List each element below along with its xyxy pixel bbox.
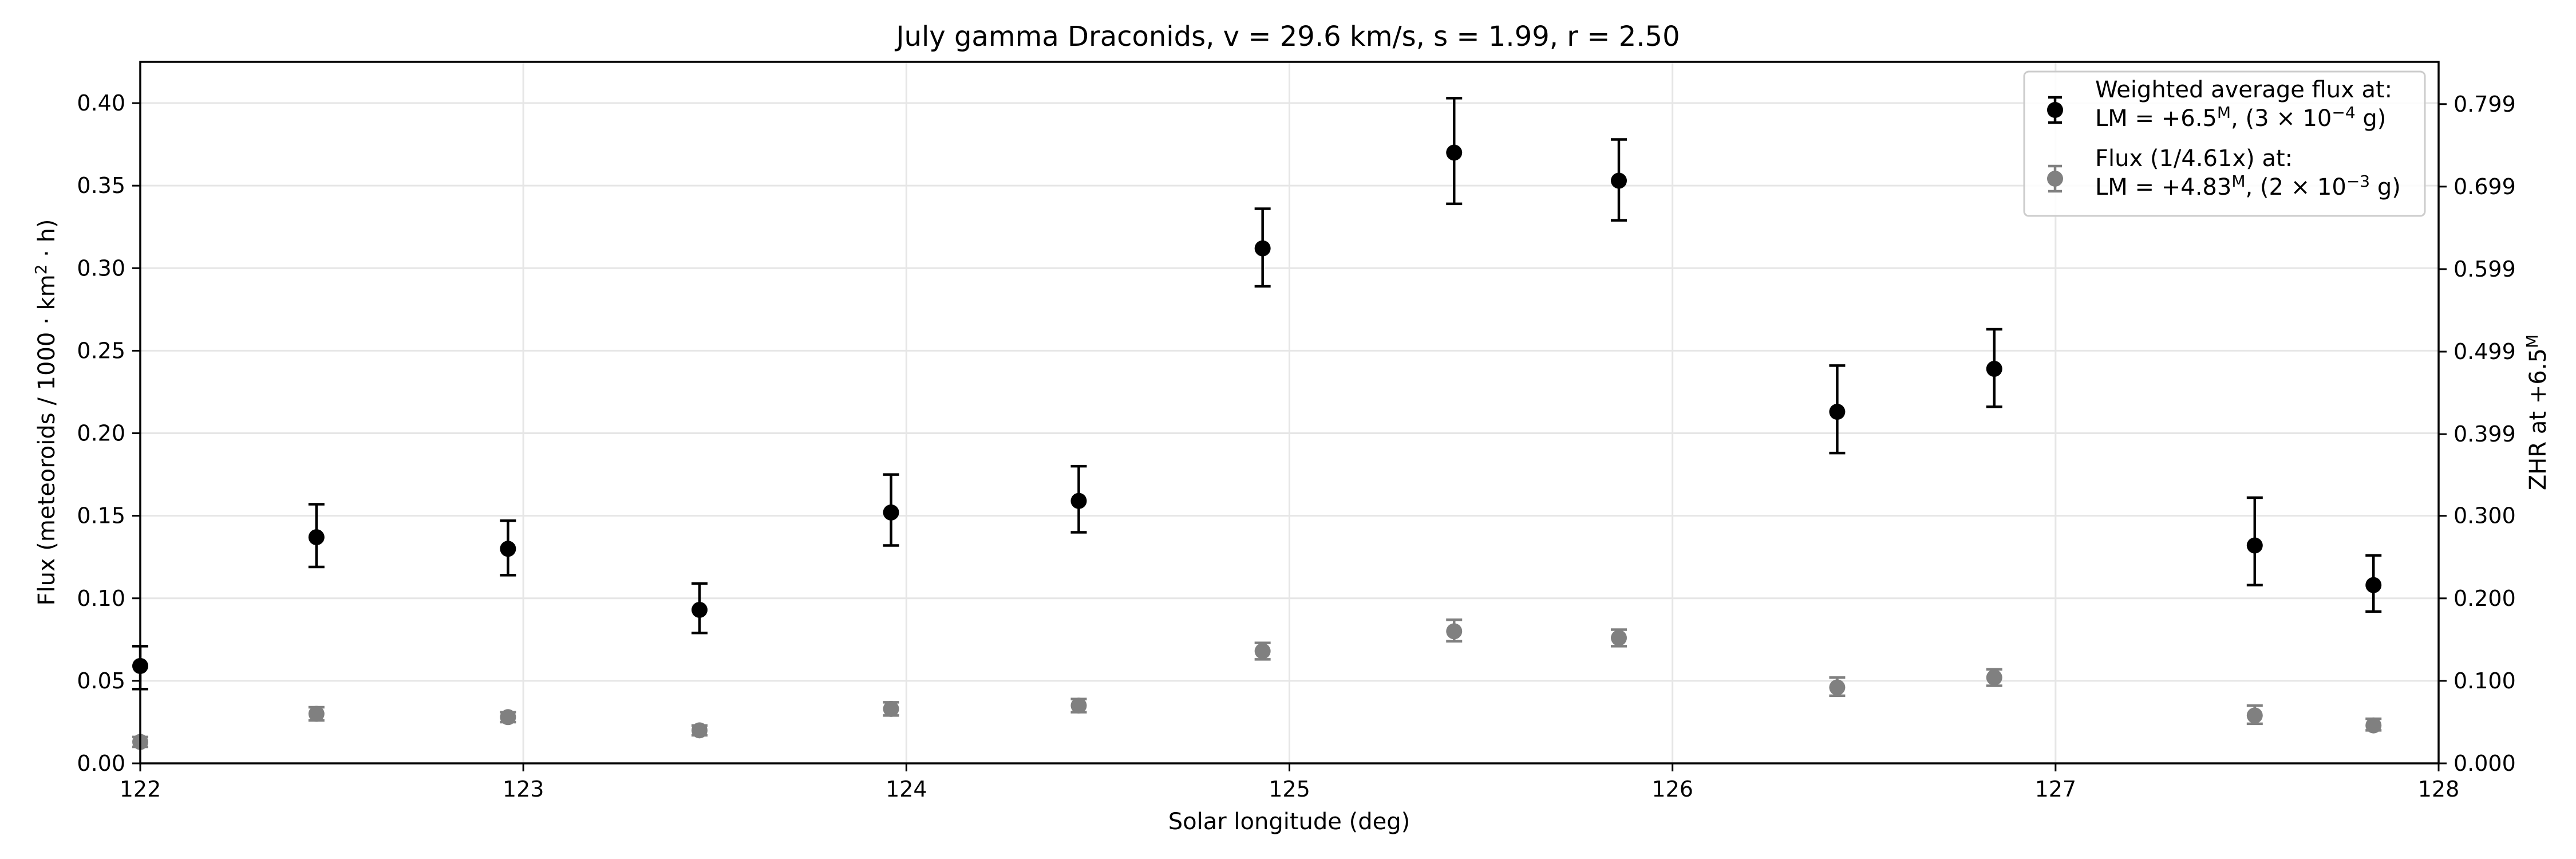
data-point: [1254, 643, 1271, 659]
data-point: [1610, 172, 1627, 189]
y-tick-label: 0.00: [77, 751, 125, 776]
y-tick-label: 0.10: [77, 586, 125, 611]
y-axis-label: Flux (meteoroids / 1000 · km2 · h): [31, 219, 60, 605]
data-point: [1254, 240, 1271, 257]
y2-tick-label: 0.300: [2453, 503, 2516, 529]
y-axis-right: 0.000 0.100 0.200 0.300 0.399 0.499 0.599 0.699…: [2439, 92, 2516, 776]
data-point: [2246, 537, 2263, 554]
data-point: [883, 700, 899, 717]
data-point: [1986, 361, 2002, 377]
y2-tick-label: 0.000: [2453, 751, 2516, 776]
y-tick-label: 0.40: [77, 90, 125, 116]
x-tick-label: 127: [2035, 777, 2077, 802]
data-point: [2365, 577, 2382, 593]
y-tick-label: 0.20: [77, 421, 125, 446]
data-point: [1070, 492, 1087, 509]
x-tick-label: 124: [886, 777, 927, 802]
y-tick-label: 0.25: [77, 338, 125, 363]
data-point: [1446, 623, 1463, 640]
x-tick-label: 128: [2418, 777, 2460, 802]
y-tick-label: 0.05: [77, 668, 125, 693]
legend-marker: [2047, 164, 2063, 193]
y-tick-label: 0.30: [77, 255, 125, 281]
x-tick-label: 122: [120, 777, 161, 802]
legend-label-line1: Flux (1/4.61x) at:: [2095, 145, 2293, 172]
data-point: [1610, 629, 1627, 646]
data-layer: [132, 97, 2382, 750]
y2-tick-label: 0.799: [2453, 92, 2516, 117]
x-axis-label: Solar longitude (deg): [1168, 809, 1410, 835]
legend-label-line2: LM = +4.83M, (2 × 10−3 g): [2095, 172, 2401, 200]
x-axis: 122 123 124 125 126 127 128: [120, 763, 2460, 802]
y-axis-left: 0.00 0.05 0.10 0.15 0.20 0.25 0.30 0.35 0.40: [77, 90, 140, 776]
data-point: [1070, 698, 1087, 714]
y-tick-label: 0.35: [77, 173, 125, 198]
x-tick-label: 123: [503, 777, 544, 802]
y2-tick-label: 0.100: [2453, 668, 2516, 693]
series-2: [132, 618, 2382, 750]
data-point: [2246, 707, 2263, 724]
data-point: [308, 706, 325, 722]
data-point: [883, 504, 899, 521]
x-tick-label: 125: [1269, 777, 1310, 802]
data-point: [500, 709, 516, 726]
y2-tick-label: 0.200: [2453, 586, 2516, 611]
data-point: [1829, 679, 1846, 696]
data-point: [500, 541, 516, 557]
y2-tick-label: 0.399: [2453, 421, 2516, 447]
series-1: [132, 97, 2382, 691]
data-point: [1446, 144, 1463, 161]
y2-tick-label: 0.699: [2453, 174, 2516, 199]
x-tick-label: 126: [1652, 777, 1693, 802]
data-point: [2365, 717, 2382, 734]
data-point: [1829, 404, 1846, 420]
chart-title: July gamma Draconids, v = 29.6 km/s, s =…: [894, 21, 1680, 53]
data-point: [308, 529, 325, 546]
y2-tick-label: 0.499: [2453, 339, 2516, 364]
data-point: [691, 722, 708, 739]
data-point: [1986, 669, 2002, 686]
y-tick-label: 0.15: [77, 503, 125, 529]
data-point: [691, 601, 708, 618]
legend-box: [2023, 70, 2426, 217]
legend: Weighted average flux at:LM = +6.5M, (3 …: [2023, 70, 2426, 217]
y2-tick-label: 0.599: [2453, 257, 2516, 282]
legend-label-line2: LM = +6.5M, (3 × 10−4 g): [2095, 103, 2386, 132]
y2-axis-label: ZHR at +6.5M: [2523, 334, 2551, 490]
legend-label-line1: Weighted average flux at:: [2095, 77, 2392, 103]
legend-marker: [2047, 96, 2063, 124]
